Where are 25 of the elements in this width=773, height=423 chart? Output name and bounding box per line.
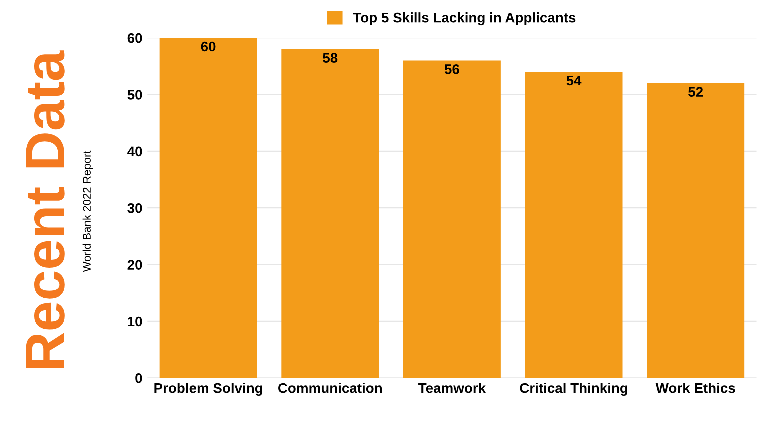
y-tick-label: 40: [128, 146, 142, 157]
data-label: 60: [201, 42, 216, 52]
y-tick-label: 60: [128, 33, 142, 44]
y-tick-label: 10: [128, 316, 142, 327]
bar: [525, 72, 623, 378]
data-label: 58: [323, 53, 338, 64]
y-tick-label: 30: [128, 203, 142, 214]
bar: [282, 49, 380, 378]
x-tick-label: Communication: [278, 383, 382, 394]
x-tick-label: Work Ethics: [656, 383, 736, 394]
bar: [647, 83, 745, 378]
x-tick-label: Critical Thinking: [520, 383, 628, 396]
x-tick-label: Teamwork: [418, 383, 486, 394]
y-tick-label: 20: [128, 260, 142, 270]
legend-label: Top 5 Skills Lacking in Applicants: [353, 12, 576, 26]
text: Recent Data: [26, 50, 65, 368]
x-tick-label: Problem Solving: [154, 383, 262, 396]
data-label: 54: [566, 76, 582, 86]
y-tick-label: 50: [128, 90, 142, 100]
text: World Bank 2022 Report: [82, 150, 94, 272]
bar: [403, 60, 501, 378]
data-label: 52: [688, 87, 704, 98]
y-tick-label: 0: [136, 373, 142, 384]
data-label: 56: [444, 64, 460, 74]
bar: [160, 38, 258, 378]
